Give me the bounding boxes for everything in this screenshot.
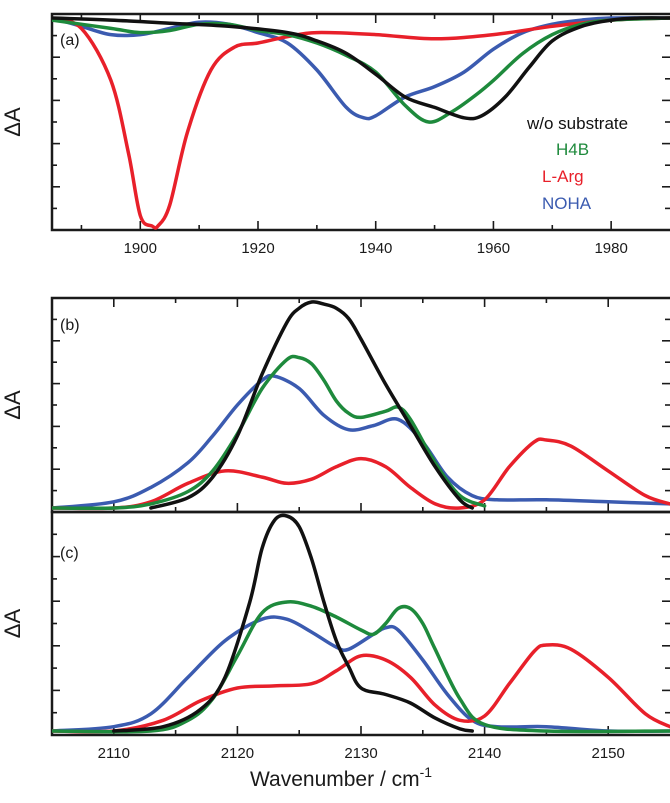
panel-label: (b) [60,317,80,334]
legend-entry-2: L-Arg [542,167,584,186]
panel-a: 1900 1920 1940 1960 1980 ΔA (a) [0,12,670,257]
legend-entry-0: w/o substrate [526,114,628,133]
legend-entry-1: H4B [556,140,589,159]
series-line-noha [52,373,670,510]
x-axis-label-superscript: -1 [420,764,433,780]
series-line-noha [52,615,670,734]
series-line-w-o-substrate [52,16,670,121]
x-tick-label: 1960 [477,240,510,257]
x-tick-label: 1980 [594,240,627,257]
x-axis-label: Wavenumber / cm-1 [250,764,432,791]
x-tick-label: 2110 [98,745,130,762]
y-axis-label: ΔA [0,390,25,420]
series-group [52,16,670,230]
x-tick-label: 2130 [344,745,377,762]
series-line-l-arg [52,437,670,511]
y-axis-label: ΔA [0,107,25,137]
series-line-w-o-substrate [112,513,474,733]
x-tick-label: 1920 [241,240,274,257]
series-group [52,513,670,734]
x-tick-label: 1900 [124,240,157,257]
series-line-h4b [52,600,670,734]
series-line-w-o-substrate [149,300,474,510]
x-tick-label: 2120 [221,745,254,762]
series-group [52,300,670,511]
panel-label: (c) [60,545,79,562]
series-line-l-arg [52,642,670,734]
series-line-l-arg [52,16,670,230]
panel-c: 2110 2120 2130 2140 2150 ΔA (c) [0,510,670,762]
x-tick-label: 2140 [468,745,501,762]
x-tick-label: 2150 [592,745,625,762]
legend-entry-3: NOHA [542,194,592,213]
panel-label: (a) [60,32,80,49]
plot-frame [50,296,670,514]
plot-frame [50,510,670,737]
series-line-h4b [52,354,487,511]
legend: w/o substrate H4B L-Arg NOHA [526,114,628,213]
y-axis-label: ΔA [0,608,25,638]
x-tick-label: 1940 [359,240,392,257]
x-axis-label-text: Wavenumber / cm [250,768,420,791]
panel-b: ΔA (b) [0,296,670,514]
